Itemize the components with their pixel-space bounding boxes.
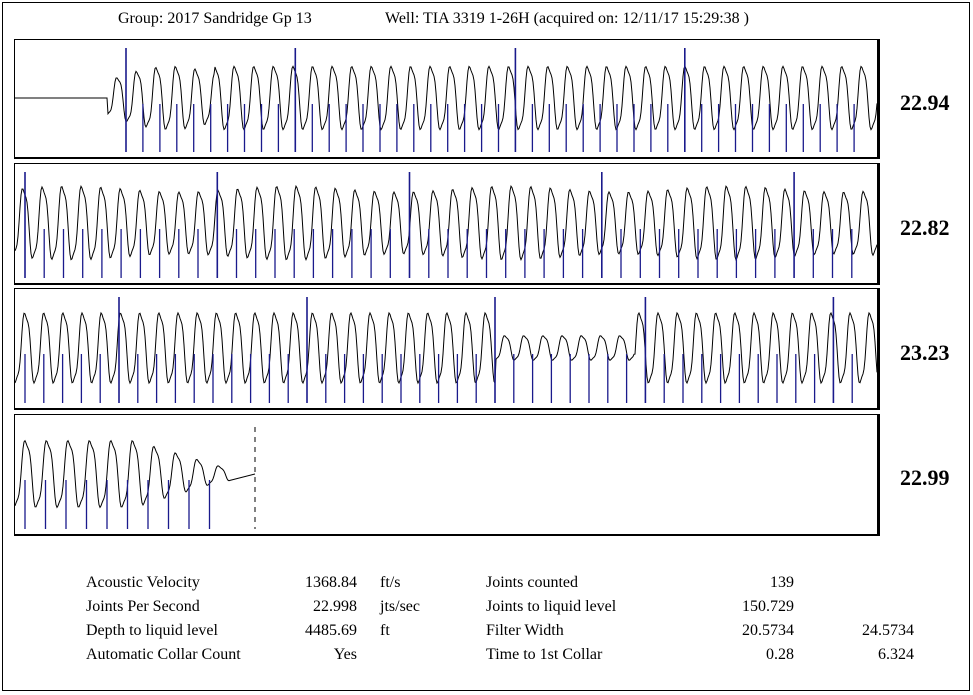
acoustic-trace-line — [15, 439, 256, 509]
rate-label-4: 22.99 — [900, 465, 950, 490]
trace-panel-2 — [14, 163, 880, 285]
summary-value-2: 150.729 — [742, 598, 794, 615]
trace-plot-4 — [15, 427, 256, 529]
summary-value-2: 0.28 — [766, 646, 794, 663]
acoustic-trace-line — [15, 311, 877, 385]
acoustic-trace-line — [15, 184, 877, 262]
summary-value: 1368.84 — [305, 574, 357, 591]
summary-label: Depth to liquid level — [86, 622, 218, 639]
trace-plot-3 — [15, 297, 877, 403]
summary-value: 4485.69 — [305, 622, 357, 639]
summary-value-3: 24.5734 — [862, 622, 914, 639]
summary-value-2: 20.5734 — [742, 622, 794, 639]
summary-label-2: Joints to liquid level — [486, 598, 617, 615]
summary-label-2: Filter Width — [486, 622, 564, 639]
trace-plot-1 — [15, 48, 877, 152]
summary-label: Acoustic Velocity — [86, 574, 200, 591]
rate-label-2: 22.82 — [900, 215, 950, 240]
report-header: Group: 2017 Sandridge Gp 13 Well: TIA 33… — [0, 10, 973, 30]
summary-unit: ft/s — [380, 574, 401, 591]
summary-unit: ft — [380, 622, 390, 639]
group-label: Group: 2017 Sandridge Gp 13 — [118, 10, 312, 27]
summary-value: 22.998 — [313, 598, 357, 615]
summary-value-3: 6.324 — [878, 646, 914, 663]
summary-label: Automatic Collar Count — [86, 646, 241, 663]
trace-plot-2 — [15, 172, 877, 278]
trace-panel-4 — [14, 414, 880, 536]
rate-label-3: 23.23 — [900, 340, 950, 365]
summary-unit: jts/sec — [380, 598, 420, 615]
rate-label-1: 22.94 — [900, 90, 950, 115]
summary-label-2: Joints counted — [486, 574, 578, 591]
summary-label: Joints Per Second — [86, 598, 200, 615]
acoustic-trace-line — [15, 65, 877, 131]
trace-panel-1 — [14, 39, 880, 159]
well-label: Well: TIA 3319 1-26H (acquired on: 12/11… — [385, 10, 749, 27]
summary-value: Yes — [333, 646, 357, 663]
summary-label-2: Time to 1st Collar — [486, 646, 603, 663]
summary-value-2: 139 — [770, 574, 794, 591]
trace-panel-3 — [14, 288, 880, 410]
